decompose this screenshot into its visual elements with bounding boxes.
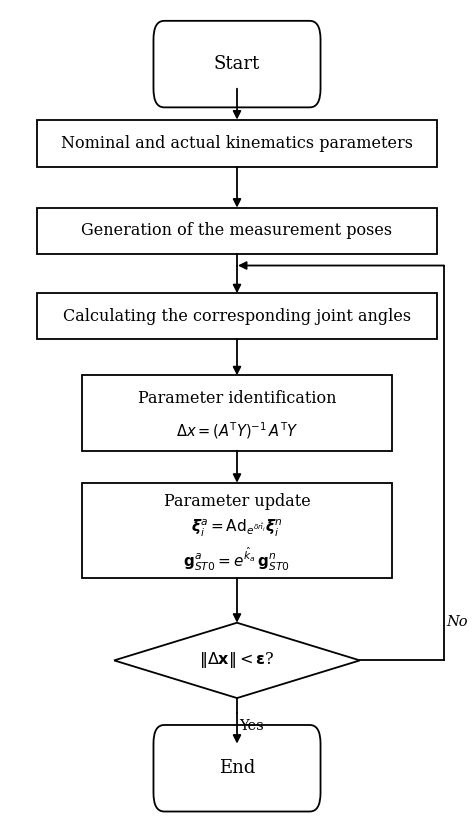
FancyBboxPatch shape [154, 21, 320, 107]
FancyBboxPatch shape [154, 725, 320, 811]
Text: No: No [447, 615, 468, 629]
Text: $\|\Delta\mathbf{x}\| < \boldsymbol{\varepsilon}$?: $\|\Delta\mathbf{x}\| < \boldsymbol{\var… [199, 650, 275, 671]
Text: End: End [219, 759, 255, 777]
Text: $\Delta x = (A^\mathrm{T}Y)^{-1}\, A^\mathrm{T}Y$: $\Delta x = (A^\mathrm{T}Y)^{-1}\, A^\ma… [176, 420, 298, 441]
Text: Parameter update: Parameter update [164, 493, 310, 510]
Text: $\mathbf{g}_{ST0}^a = e^{\hat{k}_a}\,\mathbf{g}_{ST0}^n$: $\mathbf{g}_{ST0}^a = e^{\hat{k}_a}\,\ma… [183, 545, 291, 572]
Polygon shape [114, 623, 360, 698]
Text: Nominal and actual kinematics parameters: Nominal and actual kinematics parameters [61, 135, 413, 152]
Bar [37, 120, 437, 167]
Text: Parameter identification: Parameter identification [138, 390, 336, 407]
Text: $\boldsymbol{\xi}_i^a =\mathrm{Ad}_{e^{\delta\hat{n}_i}}\boldsymbol{\xi}_i^n$: $\boldsymbol{\xi}_i^a =\mathrm{Ad}_{e^{\… [191, 518, 283, 539]
Text: Calculating the corresponding joint angles: Calculating the corresponding joint angl… [63, 308, 411, 325]
Text: Generation of the measurement poses: Generation of the measurement poses [82, 222, 392, 239]
Text: Yes: Yes [239, 719, 264, 733]
Bar [82, 375, 392, 451]
Bar [37, 293, 437, 339]
Bar [82, 482, 392, 578]
Bar [37, 207, 437, 254]
Text: Start: Start [214, 55, 260, 73]
